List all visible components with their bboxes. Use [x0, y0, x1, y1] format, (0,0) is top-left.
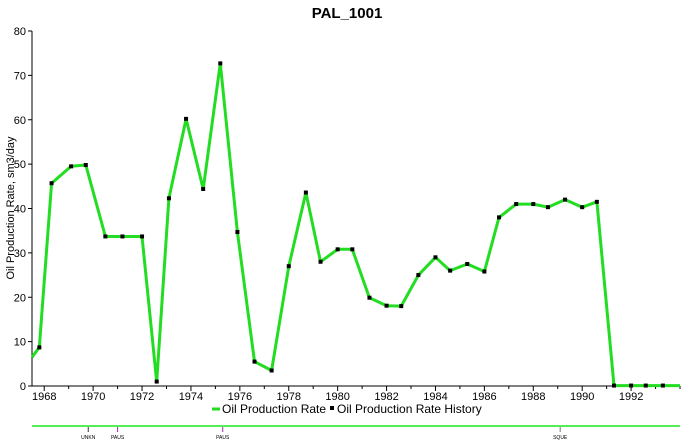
- legend-swatch-marker: [330, 406, 334, 410]
- history-point: [497, 215, 502, 220]
- history-point: [482, 269, 487, 274]
- history-point: [611, 383, 616, 388]
- history-point: [660, 383, 665, 388]
- x-tick-label: 1980: [325, 391, 349, 403]
- history-point: [201, 186, 206, 191]
- history-point: [83, 163, 88, 168]
- y-tick-label: 60: [14, 115, 26, 127]
- history-point: [367, 295, 372, 300]
- history-point: [154, 379, 159, 384]
- event-label: SQUE: [553, 435, 568, 441]
- y-tick-label: 70: [14, 70, 26, 82]
- y-tick-label: 50: [14, 159, 26, 171]
- y-tick-label: 10: [14, 337, 26, 349]
- y-tick-label: 0: [20, 381, 26, 393]
- history-point: [350, 247, 355, 252]
- x-axis: 1968 1970 1972 1974 1976 1978 1980 1982 1984 1986…: [32, 386, 681, 403]
- event-strip[interactable]: UNKN PAUS PAUS SQUE: [32, 425, 680, 441]
- history-point: [166, 196, 171, 201]
- history-point: [120, 234, 125, 239]
- x-tick-label: 1986: [472, 391, 496, 403]
- history-point: [37, 345, 42, 350]
- x-tick-label: 1974: [179, 391, 203, 403]
- event-label: PAUS: [111, 435, 125, 441]
- history-point: [303, 190, 308, 195]
- y-tick-label: 20: [14, 292, 26, 304]
- x-tick-label: 1972: [130, 391, 154, 403]
- x-tick-label: 1970: [81, 391, 105, 403]
- legend-item-oil-production-rate-history: Oil Production Rate History: [337, 402, 482, 416]
- x-tick-label: 1988: [521, 391, 545, 403]
- history-point: [269, 368, 274, 373]
- x-tick-label: 1992: [619, 391, 643, 403]
- x-tick-label: 1982: [374, 391, 398, 403]
- history-point: [629, 383, 634, 388]
- history-point: [49, 181, 54, 186]
- x-tick-label: 1976: [228, 391, 252, 403]
- history-point: [235, 230, 240, 235]
- history-point: [594, 199, 599, 204]
- history-point: [416, 273, 421, 278]
- chart-title: PAL_1001: [312, 5, 383, 22]
- legend: Oil Production Rate Oil Production Rate H…: [212, 402, 482, 416]
- y-axis: 0 10 20 30 40 50 60 70 80: [14, 26, 32, 393]
- y-axis-title: Oil Production Rate, sm3/day: [5, 136, 17, 280]
- y-tick-label: 30: [14, 248, 26, 260]
- x-tick-label: 1978: [277, 391, 301, 403]
- history-point: [384, 303, 389, 308]
- oil-production-rate-line: [30, 61, 680, 388]
- history-point: [335, 247, 340, 252]
- history-point: [563, 197, 568, 202]
- history-point: [643, 383, 648, 388]
- history-point: [399, 304, 404, 309]
- x-tick-label: 1984: [423, 391, 447, 403]
- history-point: [514, 202, 519, 207]
- history-point: [252, 359, 257, 364]
- x-tick-label: 1968: [32, 391, 56, 403]
- history-point: [140, 234, 145, 239]
- series-markers: [37, 61, 665, 388]
- event-label: PAUS: [216, 435, 230, 441]
- history-point: [318, 259, 323, 264]
- history-point: [465, 261, 470, 266]
- history-point: [531, 202, 536, 207]
- history-point: [69, 164, 74, 169]
- history-point: [184, 116, 189, 121]
- history-point: [103, 234, 108, 239]
- event-label: UNKN: [81, 435, 96, 441]
- history-point: [580, 205, 585, 210]
- series-lines: [30, 61, 680, 388]
- history-point: [545, 205, 550, 210]
- history-point: [448, 268, 453, 273]
- y-tick-label: 40: [14, 204, 26, 216]
- y-tick-label: 80: [14, 26, 26, 38]
- history-point: [218, 61, 223, 66]
- history-point: [286, 264, 291, 269]
- legend-item-oil-production-rate: Oil Production Rate: [222, 402, 326, 416]
- x-tick-label: 1990: [570, 391, 594, 403]
- history-point: [433, 255, 438, 260]
